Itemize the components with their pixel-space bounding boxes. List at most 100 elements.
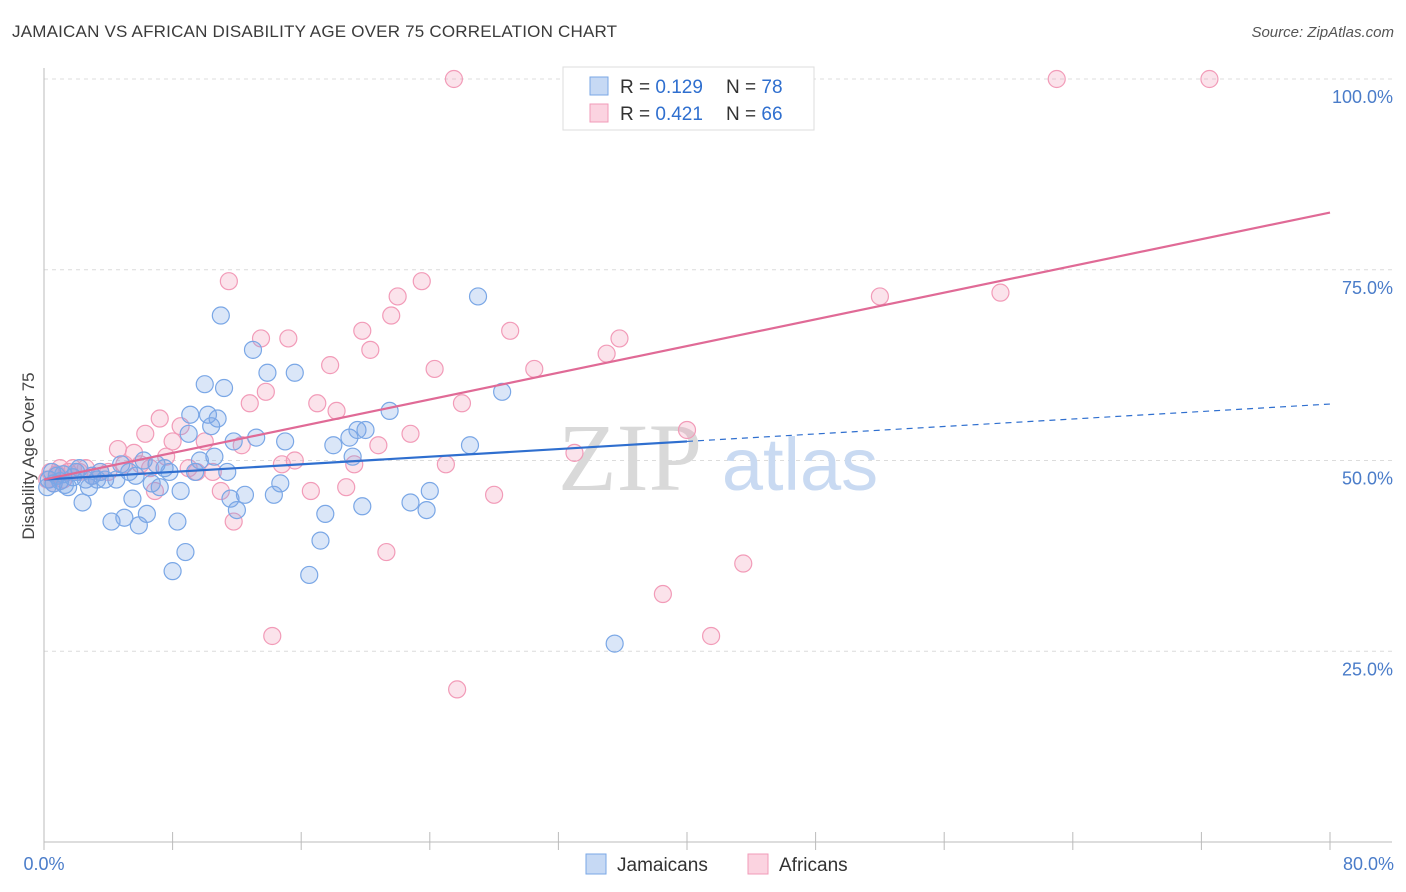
axes: 25.0% 50.0% 75.0% 100.0% 0.0% 80.0%	[23, 68, 1394, 874]
jamaicans-point	[179, 424, 198, 443]
africans-point	[203, 462, 222, 482]
africans-point	[308, 394, 327, 413]
x-tick-label: 80.0%	[1343, 854, 1394, 874]
trend-lines	[43, 211, 1331, 481]
jamaicans-point	[605, 634, 624, 653]
africans-point	[136, 424, 155, 443]
africans-point	[150, 409, 169, 428]
jamaicans-point	[190, 451, 210, 470]
africans-point	[388, 287, 407, 306]
africans-point	[219, 272, 238, 291]
jamaicans-point	[258, 363, 277, 382]
africans-point	[361, 340, 380, 359]
africans-point	[337, 478, 356, 497]
africans-point	[870, 287, 890, 306]
africans-point	[1200, 69, 1219, 89]
jamaicans-point	[214, 378, 234, 398]
africans-point	[256, 382, 275, 401]
jamaicans-point	[276, 432, 295, 451]
jamaicans-point	[137, 504, 156, 524]
jamaicans-point	[218, 462, 237, 482]
jamaicans-point	[181, 405, 200, 424]
africans-point	[702, 626, 721, 646]
africans-point	[369, 436, 388, 455]
africans-point	[279, 329, 298, 348]
africans-point	[412, 272, 431, 291]
x-tick-label: 0.0%	[23, 854, 64, 874]
africans-point	[452, 394, 472, 413]
jamaicans-point	[195, 375, 214, 394]
watermark-atlas: atlas	[722, 423, 878, 506]
jamaicans-point	[353, 497, 372, 516]
africans-point	[224, 512, 243, 531]
africans-point	[108, 439, 128, 459]
africans-point	[597, 344, 616, 363]
jamaicans-point	[316, 504, 335, 524]
jamaicans-point	[73, 493, 92, 512]
jamaicans-point	[227, 500, 246, 520]
chart-source: Source: ZipAtlas.com	[1251, 24, 1394, 41]
series-jamaicans-points	[38, 287, 624, 653]
africans-point	[240, 394, 259, 413]
jamaicans-point	[168, 512, 187, 531]
jamaicans-point	[221, 489, 240, 508]
y-tick-label: 50.0%	[1342, 469, 1393, 489]
africans-trend-line	[43, 211, 1331, 481]
legend-n-value-1: 78	[761, 77, 782, 98]
y-tick-label: 75.0%	[1342, 278, 1393, 298]
jamaicans-point	[468, 287, 488, 306]
jamaicans-point	[311, 531, 330, 550]
jamaicans-point	[300, 565, 319, 585]
africans-point	[382, 306, 401, 325]
legend-n-label-2: N =	[726, 104, 761, 125]
legend-swatch-jamaicans	[589, 76, 609, 96]
africans-point	[321, 356, 340, 375]
africans-point	[263, 626, 282, 646]
jamaicans-point	[38, 478, 57, 497]
jamaicans-point	[356, 420, 375, 440]
africans-point	[734, 554, 753, 573]
svg-text:R = 0.421: R = 0.421	[620, 104, 703, 125]
legend-n-value-2: 66	[761, 104, 782, 125]
jamaicans-point	[198, 405, 218, 424]
africans-point	[401, 424, 420, 443]
bottom-legend-swatch-africans	[747, 853, 769, 875]
africans-point	[525, 359, 544, 379]
jamaicans-point	[285, 363, 304, 382]
svg-text:R = 0.129: R = 0.129	[620, 77, 703, 98]
legend-r-value-2: 0.421	[655, 104, 703, 125]
y-tick-label: 100.0%	[1332, 87, 1393, 107]
africans-point	[285, 451, 304, 470]
jamaicans-trend-line	[43, 440, 688, 481]
series-africans-points	[38, 69, 1219, 699]
jamaicans-point	[126, 466, 145, 485]
jamaicans-point	[324, 436, 343, 455]
africans-point	[425, 359, 444, 379]
africans-point	[211, 481, 230, 501]
jamaicans-point	[380, 401, 399, 421]
jamaicans-point	[163, 562, 182, 581]
jamaicans-point	[123, 489, 142, 508]
africans-point	[444, 69, 464, 89]
africans-point	[353, 321, 372, 340]
jamaicans-point	[271, 474, 290, 493]
svg-text:N = 66: N = 66	[726, 104, 783, 125]
africans-point	[301, 481, 320, 501]
jamaicans-point	[264, 485, 283, 504]
jamaicans-point	[243, 340, 263, 359]
y-axis-label: Disability Age Over 75	[19, 372, 38, 539]
legend-r-label-1: R =	[620, 77, 655, 98]
jamaicans-trend-extension	[686, 403, 1331, 443]
jamaicans-point	[235, 485, 255, 504]
africans-point	[436, 455, 455, 474]
jamaicans-point	[176, 542, 195, 562]
chart-title: JAMAICAN VS AFRICAN DISABILITY AGE OVER …	[12, 22, 618, 41]
jamaicans-point	[420, 481, 439, 501]
jamaicans-point	[202, 417, 221, 436]
jamaicans-point	[401, 493, 420, 512]
africans-point	[991, 283, 1010, 302]
jamaicans-point	[150, 478, 169, 497]
svg-text:N = 78: N = 78	[726, 77, 783, 98]
legend-swatch-africans	[589, 103, 609, 123]
